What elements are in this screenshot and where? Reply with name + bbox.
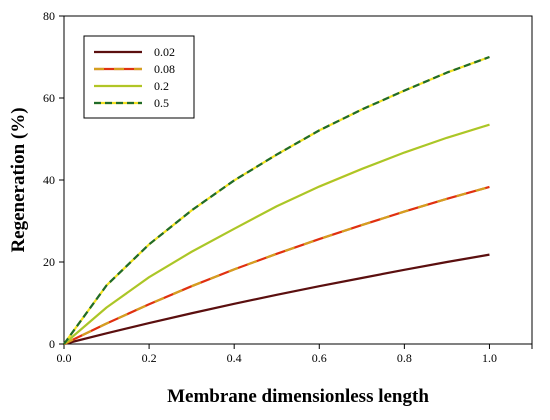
legend: 0.02 0.08 0.2 0.5 [83,35,195,119]
x-tick-label: 0.2 [142,351,157,365]
legend-label: 0.08 [154,62,175,76]
y-axis-label: Regeneration (%) [8,107,29,252]
x-axis-label: Membrane dimensionless length [167,386,429,407]
series-0.5 [63,55,490,345]
legend-label: 0.5 [154,96,169,110]
legend-label: 0.02 [154,45,175,59]
x-tick-label: 0.6 [312,351,327,365]
series-0.08 [63,185,490,345]
series-line-base [63,123,490,345]
legend-label: 0.2 [154,79,169,93]
x-tick-label: 0.4 [227,351,242,365]
legend-box [83,35,195,119]
x-tick-label: 1.0 [482,351,497,365]
x-tick-label: 0.8 [397,351,412,365]
y-tick-label: 40 [43,173,55,187]
y-tick-label: 20 [43,255,55,269]
y-tick-label: 0 [49,337,55,351]
series-line-base [63,253,490,346]
series-line-dash [63,55,490,345]
series-line-overlay [63,123,490,345]
axis-ticks: 0.0 0.2 0.4 0.6 0.8 1.0 0 20 40 60 80 [43,9,533,365]
series-0.2 [63,123,490,345]
x-tick-label: 0.0 [57,351,72,365]
series-layer [63,55,490,346]
y-tick-label: 80 [43,9,55,23]
series-0.02 [63,253,490,346]
series-line-dash [63,185,490,345]
y-tick-label: 60 [43,91,55,105]
